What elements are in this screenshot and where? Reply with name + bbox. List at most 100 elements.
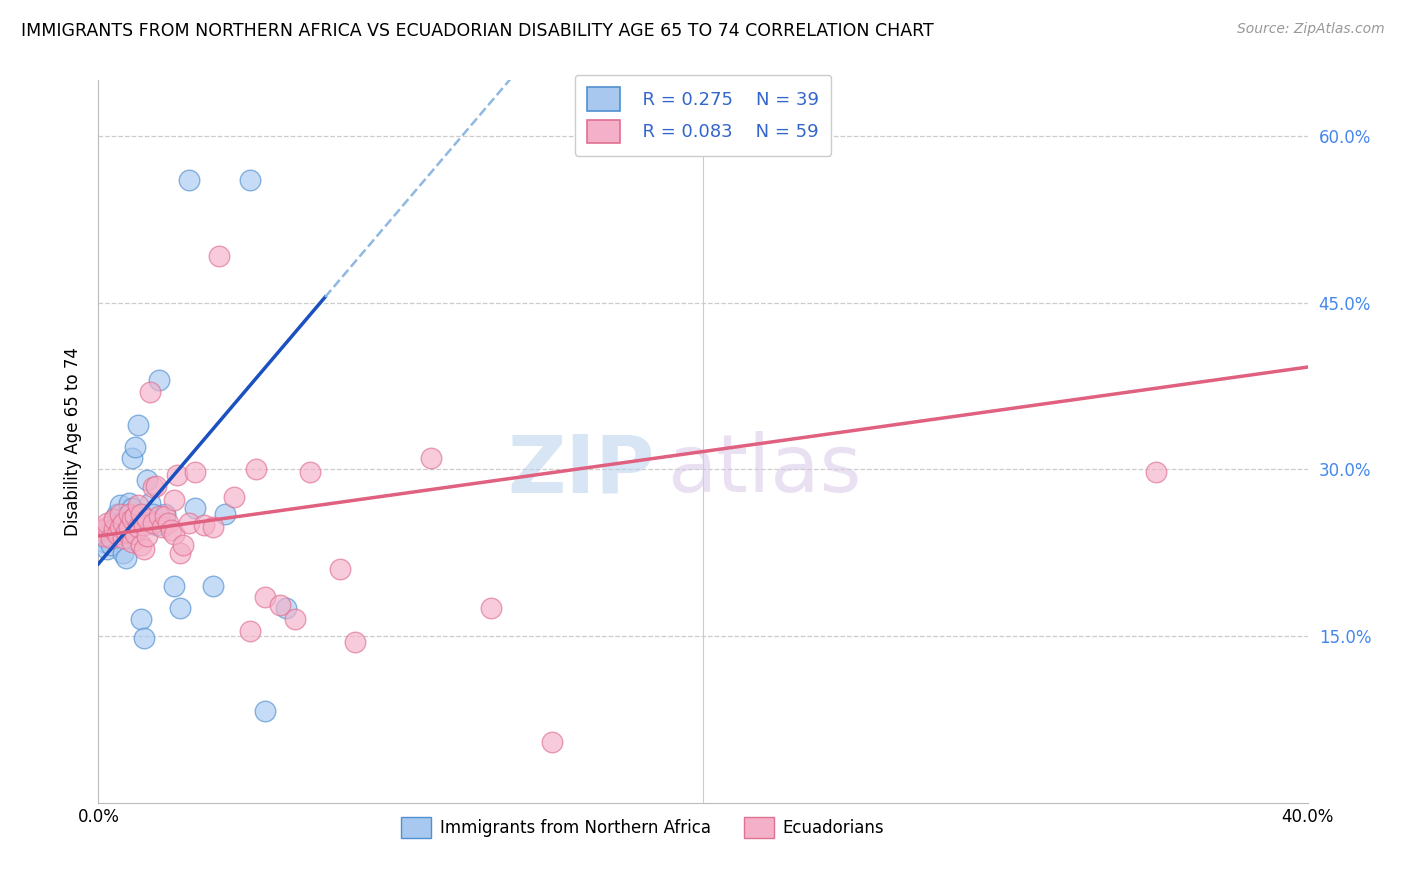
Point [127, 498, 149, 512]
Point [90, 524, 112, 538]
Point [329, 562, 352, 576]
Point [111, 546, 134, 560]
Point [132, 632, 155, 646]
Point [100, 538, 122, 552]
Point [148, 508, 170, 523]
Point [118, 496, 141, 510]
Text: Source: ZipAtlas.com: Source: ZipAtlas.com [1237, 22, 1385, 37]
Point [105, 524, 128, 538]
Point [163, 493, 186, 508]
Point [93, 534, 115, 549]
Point [96, 516, 118, 530]
Point [124, 508, 146, 523]
Point [163, 526, 186, 541]
Point [184, 501, 207, 516]
Point [239, 173, 262, 187]
Point [90, 529, 112, 543]
Point [103, 531, 125, 545]
Point [111, 526, 134, 541]
Point [269, 598, 291, 612]
Point [214, 507, 236, 521]
Point [344, 634, 367, 648]
Point [299, 465, 322, 479]
Point [142, 480, 165, 494]
Point [245, 462, 267, 476]
Point [139, 496, 162, 510]
Point [153, 508, 176, 523]
Point [93, 529, 115, 543]
Point [202, 579, 225, 593]
Point [108, 516, 131, 530]
Point [284, 612, 307, 626]
Point [239, 624, 262, 638]
Point [208, 249, 231, 263]
Point [135, 474, 157, 488]
Point [1144, 465, 1167, 479]
Text: ZIP: ZIP [508, 432, 655, 509]
Point [111, 516, 134, 530]
Point [121, 512, 143, 526]
Point [153, 507, 176, 521]
Point [118, 520, 141, 534]
Point [103, 512, 125, 526]
Point [100, 517, 122, 532]
Point [253, 704, 276, 718]
Point [103, 512, 125, 526]
Point [135, 529, 157, 543]
Point [253, 590, 276, 604]
Point [142, 507, 165, 521]
Point [193, 517, 215, 532]
Point [420, 451, 443, 466]
Point [160, 524, 183, 538]
Point [540, 734, 562, 748]
Point [96, 542, 118, 557]
Point [114, 551, 136, 566]
Point [124, 526, 146, 541]
Point [139, 384, 162, 399]
Point [169, 546, 191, 560]
Point [129, 612, 152, 626]
Point [121, 534, 143, 549]
Point [166, 467, 188, 482]
Point [96, 524, 118, 538]
Point [132, 517, 155, 532]
Point [145, 479, 167, 493]
Point [100, 531, 122, 545]
Point [118, 520, 141, 534]
Point [127, 520, 149, 534]
Point [163, 579, 186, 593]
Point [105, 526, 128, 541]
Point [103, 522, 125, 536]
Point [114, 524, 136, 539]
Point [129, 538, 152, 552]
Legend: Immigrants from Northern Africa, Ecuadorians: Immigrants from Northern Africa, Ecuador… [395, 810, 890, 845]
Point [135, 512, 157, 526]
Point [179, 173, 201, 187]
Point [121, 451, 143, 466]
Point [105, 507, 128, 521]
Point [111, 531, 134, 545]
Point [184, 465, 207, 479]
Point [150, 520, 173, 534]
Point [108, 507, 131, 521]
Point [108, 520, 131, 534]
Point [114, 508, 136, 523]
Point [179, 516, 201, 530]
Point [121, 501, 143, 516]
Point [224, 490, 246, 504]
Point [145, 517, 167, 532]
Point [274, 601, 297, 615]
Point [108, 498, 131, 512]
Point [142, 516, 165, 530]
Point [124, 440, 146, 454]
Point [129, 507, 152, 521]
Point [172, 538, 194, 552]
Text: IMMIGRANTS FROM NORTHERN AFRICA VS ECUADORIAN DISABILITY AGE 65 TO 74 CORRELATIO: IMMIGRANTS FROM NORTHERN AFRICA VS ECUAD… [21, 22, 934, 40]
Point [132, 542, 155, 557]
Text: atlas: atlas [666, 432, 860, 509]
Point [96, 520, 118, 534]
Point [156, 516, 179, 530]
Point [481, 601, 503, 615]
Y-axis label: Disability Age 65 to 74: Disability Age 65 to 74 [65, 347, 83, 536]
Point [127, 417, 149, 432]
